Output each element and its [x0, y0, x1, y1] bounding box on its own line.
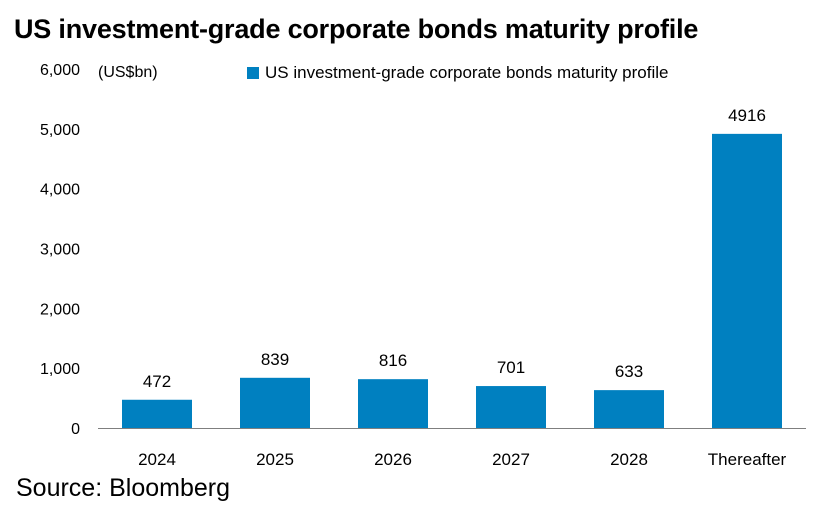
bars: 472 839 816 701 633 4916 [122, 106, 782, 429]
bar [712, 133, 782, 429]
data-label: 472 [143, 372, 171, 391]
data-label: 701 [497, 358, 525, 377]
legend-swatch [247, 67, 259, 79]
data-label: 839 [261, 350, 289, 369]
y-tick-label: 6,000 [40, 62, 80, 79]
bar [476, 386, 546, 428]
y-axis: 0 1,000 2,000 3,000 4,000 5,000 6,000 [40, 62, 80, 438]
bar [358, 379, 428, 428]
bar [240, 377, 310, 428]
y-tick-label: 1,000 [40, 361, 80, 378]
legend-label: US investment-grade corporate bonds matu… [265, 63, 668, 82]
data-label: 633 [615, 362, 643, 381]
y-unit-label: (US$bn) [98, 64, 158, 81]
x-tick-label: Thereafter [708, 450, 787, 469]
x-tick-label: 2025 [256, 450, 294, 469]
x-tick-label: 2028 [610, 450, 648, 469]
source-note: Source: Bloomberg [16, 474, 231, 502]
x-axis: 2024 2025 2026 2027 2028 Thereafter [138, 450, 786, 469]
y-tick-label: 3,000 [40, 242, 80, 259]
y-tick-label: 2,000 [40, 301, 80, 318]
legend: US investment-grade corporate bonds matu… [247, 63, 668, 82]
y-tick-label: 4,000 [40, 182, 80, 199]
chart-title: US investment-grade corporate bonds matu… [14, 14, 699, 44]
x-tick-label: 2027 [492, 450, 530, 469]
y-tick-label: 5,000 [40, 122, 80, 139]
x-tick-label: 2024 [138, 450, 176, 469]
bar [594, 390, 664, 428]
bar [122, 399, 192, 428]
x-tick-label: 2026 [374, 450, 412, 469]
y-tick-label: 0 [71, 421, 80, 438]
data-label: 816 [379, 351, 407, 370]
data-label: 4916 [728, 106, 766, 125]
